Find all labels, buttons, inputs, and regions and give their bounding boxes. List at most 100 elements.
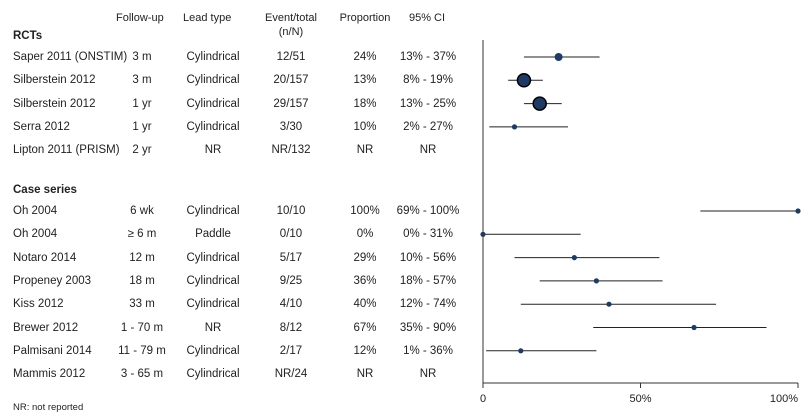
follow-up: 1 yr	[132, 97, 152, 110]
point-estimate	[795, 208, 801, 214]
lead-type: Cylindrical	[186, 74, 240, 87]
study-name: Serra 2012	[13, 120, 70, 133]
footnote: NR: not reported	[13, 402, 84, 413]
confidence-interval: NR	[419, 144, 437, 157]
header-ci: 95% CI	[408, 12, 446, 24]
confidence-interval: 12% - 74%	[399, 298, 457, 311]
proportion: 67%	[353, 321, 377, 334]
follow-up: 3 m	[132, 51, 152, 63]
event-total: NR/132	[271, 144, 311, 157]
point-estimate	[554, 53, 563, 61]
event-total: 12/51	[276, 51, 306, 63]
confidence-interval: 0% - 31%	[403, 228, 453, 241]
point-estimate	[511, 124, 518, 130]
confidence-interval: 8% - 19%	[403, 74, 453, 87]
proportion: 10%	[353, 120, 377, 133]
follow-up: 2 yr	[132, 144, 152, 157]
study-name: Brewer 2012	[13, 321, 79, 334]
study-name: Mammis 2012	[13, 368, 86, 381]
event-total: 0/10	[279, 228, 303, 241]
proportion: 13%	[353, 74, 377, 87]
confidence-interval: 35% - 90%	[399, 321, 457, 334]
lead-type: Cylindrical	[186, 120, 240, 133]
follow-up: 18 m	[129, 274, 155, 287]
header-proportion: Proportion	[339, 12, 391, 24]
point-estimate	[691, 324, 697, 331]
confidence-interval: 69% - 100%	[396, 205, 460, 217]
lead-type: Cylindrical	[186, 274, 240, 287]
lead-type: Cylindrical	[186, 97, 240, 110]
event-total: 5/17	[279, 251, 303, 264]
x-tick-label: 0	[480, 393, 486, 405]
x-tick-label: 100%	[770, 393, 798, 405]
follow-up: 1 - 70 m	[120, 321, 164, 334]
proportion: 12%	[353, 344, 377, 357]
proportion: 24%	[353, 51, 377, 63]
study-name: Palmisani 2014	[13, 344, 92, 357]
study-name: Silberstein 2012	[13, 74, 96, 87]
event-total: 9/25	[279, 274, 303, 287]
confidence-interval: 2% - 27%	[403, 120, 453, 133]
confidence-interval: 10% - 56%	[399, 251, 457, 264]
follow-up: 33 m	[129, 298, 155, 311]
confidence-interval: 1% - 36%	[403, 344, 453, 357]
proportion: 40%	[353, 298, 377, 311]
event-total: 20/157	[273, 74, 309, 87]
point-estimate	[532, 96, 547, 111]
event-total: 29/157	[273, 97, 309, 110]
header-event-total-sub: (n/N)	[278, 26, 304, 38]
lead-type: NR	[204, 321, 222, 334]
lead-type: Cylindrical	[186, 368, 240, 381]
x-tick-label: 50%	[629, 393, 651, 405]
study-name: Kiss 2012	[13, 298, 64, 311]
point-estimate	[516, 73, 532, 88]
lead-type: Cylindrical	[186, 51, 240, 63]
follow-up: 12 m	[129, 251, 155, 264]
lead-type: Paddle	[195, 228, 231, 241]
confidence-interval: 18% - 57%	[399, 274, 457, 287]
header-event-total: Event/total	[265, 12, 317, 24]
proportion: 100%	[350, 205, 380, 217]
follow-up: 3 m	[132, 74, 152, 87]
follow-up: 6 wk	[130, 205, 154, 217]
event-total: NR/24	[274, 368, 308, 381]
follow-up: 3 - 65 m	[120, 368, 164, 381]
event-total: 10/10	[276, 205, 306, 217]
study-name: Notaro 2014	[13, 251, 77, 264]
proportion: 36%	[353, 274, 377, 287]
follow-up: 11 - 79 m	[118, 344, 166, 357]
proportion: NR	[356, 368, 374, 381]
event-total: 2/17	[279, 344, 303, 357]
study-name: Propeney 2003	[13, 274, 92, 287]
confidence-interval: NR	[419, 368, 437, 381]
header-follow-up: Follow-up	[116, 12, 164, 24]
point-estimate	[518, 348, 524, 354]
proportion: 29%	[353, 251, 377, 264]
lead-type: Cylindrical	[186, 205, 240, 217]
follow-up: 1 yr	[132, 120, 152, 133]
header-lead-type: Lead type	[183, 12, 232, 24]
event-total: 4/10	[279, 298, 303, 311]
lead-type: Cylindrical	[186, 298, 240, 311]
point-estimate	[593, 278, 600, 284]
lead-type: Cylindrical	[186, 344, 240, 357]
study-name: Oh 2004	[13, 228, 58, 241]
confidence-interval: 13% - 37%	[399, 51, 457, 63]
confidence-interval: 13% - 25%	[399, 97, 457, 110]
proportion: 0%	[356, 228, 374, 241]
section-label: Case series	[13, 184, 77, 196]
study-name: Lipton 2011 (PRISM)	[13, 144, 120, 157]
study-name: Oh 2004	[13, 205, 58, 217]
proportion: NR	[356, 144, 374, 157]
study-name: Silberstein 2012	[13, 97, 96, 110]
follow-up: ≥ 6 m	[127, 228, 157, 241]
point-estimate	[606, 301, 612, 307]
event-total: 8/12	[279, 321, 303, 334]
event-total: 3/30	[279, 120, 303, 133]
study-name: Saper 2011 (ONSTIM)	[13, 51, 128, 63]
point-estimate	[571, 255, 577, 261]
proportion: 18%	[353, 97, 377, 110]
lead-type: NR	[204, 144, 222, 157]
lead-type: Cylindrical	[186, 251, 240, 264]
